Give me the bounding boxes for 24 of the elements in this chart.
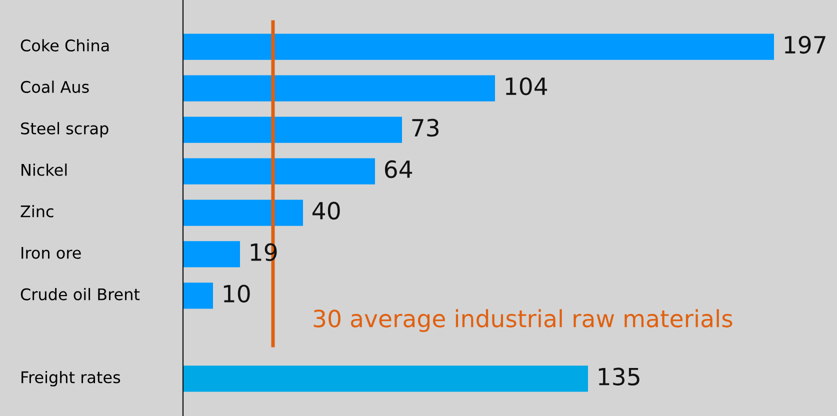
bar (183, 241, 240, 268)
bar (183, 75, 495, 102)
bar (183, 34, 774, 60)
data-label: 64 (384, 160, 412, 178)
y-tick-label: Iron ore (22, 247, 81, 259)
data-label: 135 (598, 368, 640, 386)
bar (183, 200, 303, 226)
data-label: 104 (506, 77, 548, 96)
y-tick-label: Coke China (20, 39, 109, 52)
bar (183, 158, 375, 184)
y-tick-label: Zinc (20, 205, 54, 218)
ref-line-label: 30 average industrial raw materials (314, 309, 732, 332)
data-label: 73 (412, 118, 438, 137)
y-tick-label: Freight rates (22, 370, 120, 386)
data-label: 40 (312, 202, 340, 220)
y-tick-label: Coal Aus (20, 80, 89, 93)
data-label: 197 (784, 36, 826, 54)
y-tick-label: Nickel (22, 164, 67, 176)
data-label: 10 (224, 284, 250, 303)
bar (183, 366, 588, 392)
y-tick-label: Steel scrap (21, 122, 108, 138)
y-tick-label: Crude oil Brent (20, 288, 140, 300)
bar (183, 116, 402, 143)
bar (183, 282, 213, 309)
